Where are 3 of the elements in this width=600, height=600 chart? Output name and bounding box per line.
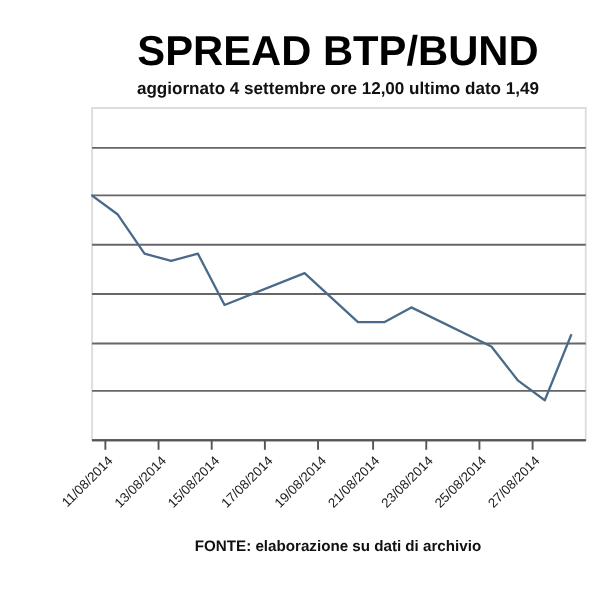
- chart-subtitle: aggiornato 4 settembre ore 12,00 ultimo dato 1,49: [136, 77, 540, 98]
- chart-title: SPREAD BTP/BUND: [137, 29, 539, 76]
- source-note: FONTE: elaborazione su dati di archivio: [194, 537, 482, 556]
